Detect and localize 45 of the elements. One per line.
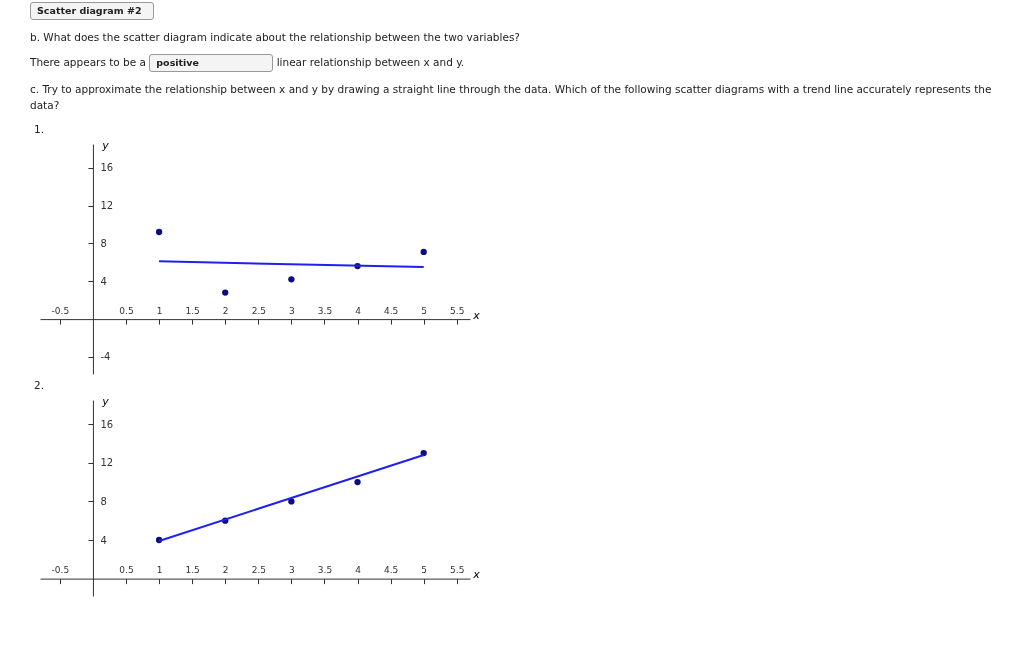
x-tick-label: 2	[222, 305, 229, 316]
x-tick-label: 5	[421, 305, 428, 316]
y-axis-title: y	[101, 394, 110, 408]
x-tick-label: 5	[421, 565, 428, 576]
x-tick-label: 3	[289, 565, 295, 576]
text: There appears to be a	[30, 56, 146, 68]
x-tick-label: 3	[289, 305, 295, 316]
x-tick-label: 5.5	[450, 305, 465, 316]
text: Scatter diagram #2	[30, 2, 154, 20]
y-tick-label: 8	[100, 237, 107, 249]
x-tick-label: 1.5	[185, 565, 200, 576]
x-tick-label: 4	[355, 565, 362, 576]
x-tick-label: 1	[156, 565, 163, 576]
y-axis-title: y	[101, 138, 110, 152]
y-tick-label: 16	[100, 162, 114, 174]
x-tick-label: 1.5	[185, 305, 200, 316]
y-tick-label: 12	[100, 457, 114, 469]
y-tick-label: -4	[100, 351, 111, 363]
chart-title: 1.	[34, 122, 45, 135]
text: b. What does the scatter diagram indicate about the relationship between the two variables?	[30, 30, 521, 45]
chart-title: 2.	[34, 378, 45, 391]
x-tick-label: 5.5	[450, 565, 465, 576]
y-tick-label: 4	[100, 275, 107, 287]
x-tick-label: 3.5	[317, 565, 333, 576]
x-tick-label: 1	[156, 305, 163, 316]
x-axis-title: x	[472, 568, 481, 582]
y-tick-label: 16	[100, 418, 114, 430]
x-tick-label: 2.5	[251, 305, 266, 316]
text: linear relationship between x and y.	[276, 56, 465, 68]
y-tick-label: 4	[100, 534, 107, 546]
x-axis-title: x	[472, 308, 481, 322]
x-tick-label: -0.5	[51, 565, 70, 576]
x-tick-label: 4.5	[383, 305, 399, 316]
text: c. Try to approximate the relationship between x and y by drawing a straight line through the data. Which of the following scatter diagrams with a trend line accurately represents the data?	[30, 82, 993, 113]
x-tick-label: 2	[222, 565, 229, 576]
y-tick-label: 8	[100, 495, 107, 507]
x-tick-label: 4	[355, 305, 362, 316]
y-tick-label: 12	[100, 200, 114, 212]
x-tick-label: 4.5	[383, 565, 399, 576]
x-tick-label: 0.5	[119, 565, 134, 576]
x-tick-label: 2.5	[251, 565, 266, 576]
x-tick-label: -0.5	[51, 305, 70, 316]
x-tick-label: 0.5	[119, 305, 134, 316]
text: positive	[149, 54, 274, 72]
x-tick-label: 3.5	[317, 305, 333, 316]
